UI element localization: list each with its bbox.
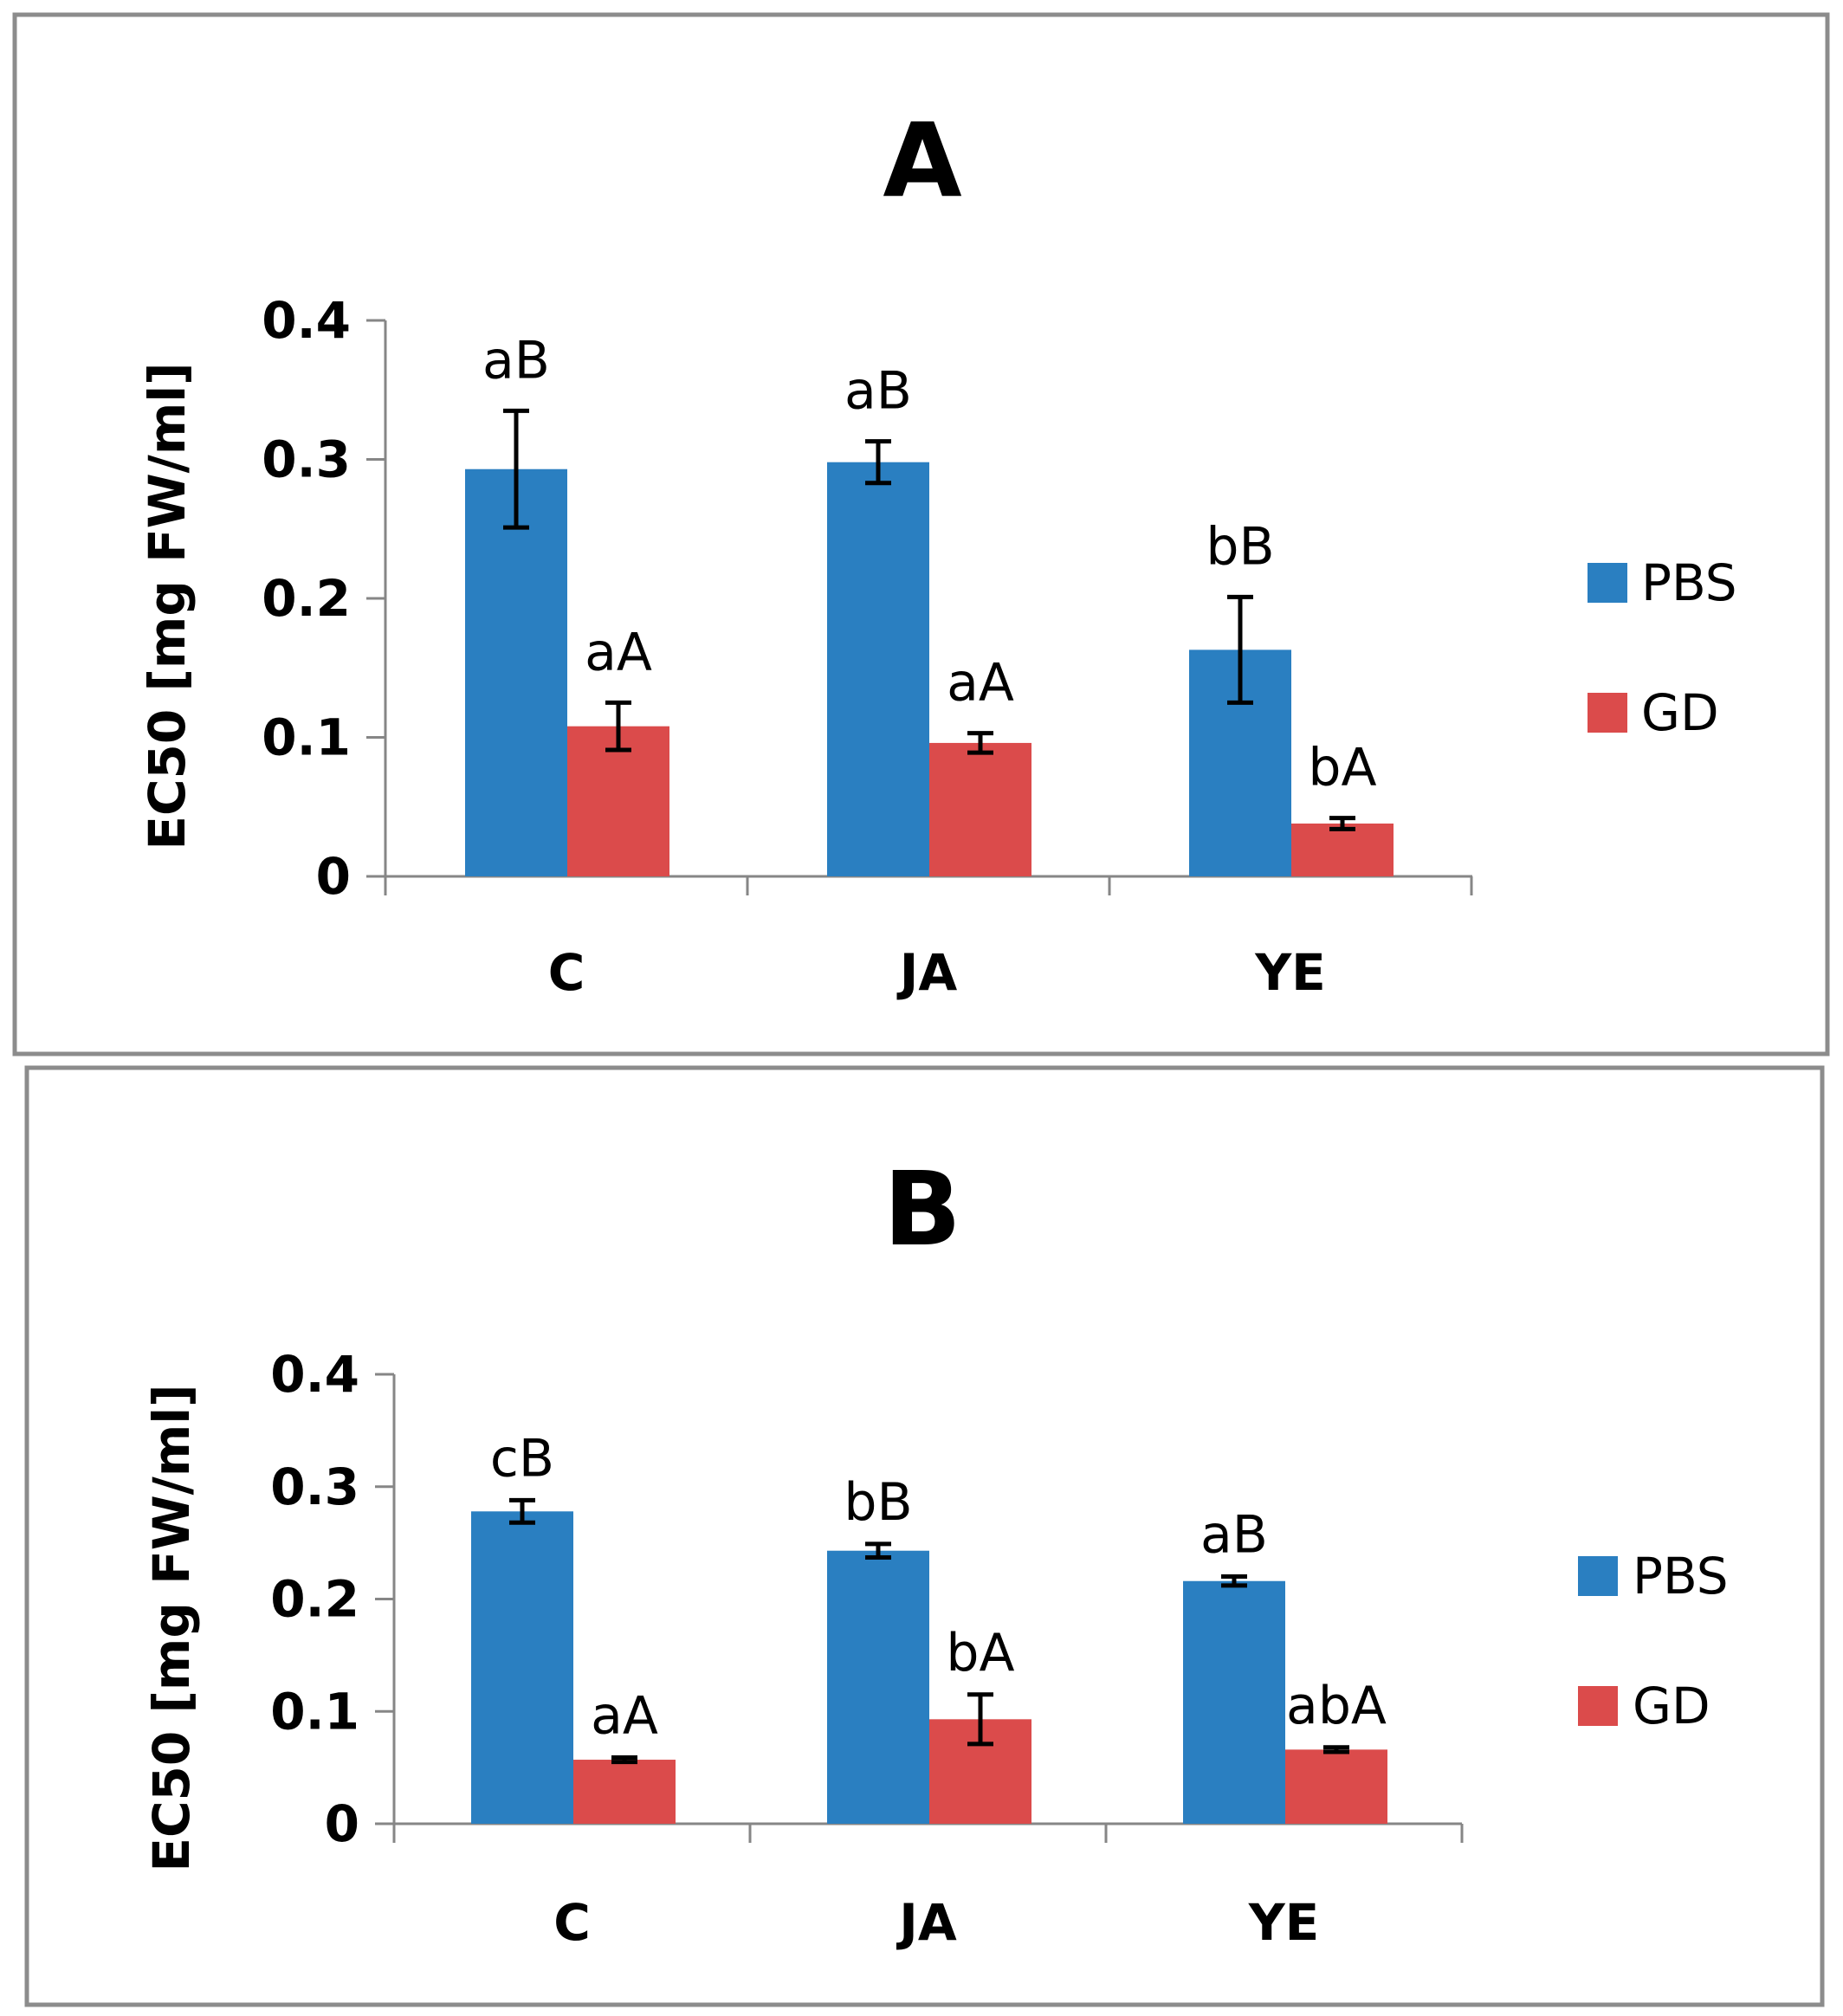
panel-b-legend-label-gd: GD: [1633, 1677, 1710, 1735]
panel-a-bar-gd: [929, 742, 1031, 876]
panel-b-frame: [24, 1065, 1825, 2007]
panel-a-significance-label-pbs: aB: [844, 361, 912, 422]
panel-b-y-axis-label: EC50 [mg FW/ml]: [142, 1384, 201, 1871]
panel-a-y-tick-label: 0.1: [262, 708, 351, 767]
panel-a-legend-label-gd: GD: [1641, 683, 1719, 742]
panel-b-plot: 0 0.1 0.2 0.3 0.4 CcB aA JA bB bA YE aB abA: [270, 1345, 1464, 1952]
panel-b-y-tick-label: 0.4: [270, 1345, 359, 1404]
panel-a-y-tick-label: 0.4: [262, 291, 351, 350]
panel-b-error-bar-pbs: [865, 1541, 891, 1560]
panel-a-legend-swatch-gd: [1588, 693, 1627, 733]
panel-b-significance-label-gd: bA: [946, 1623, 1014, 1683]
panel-b-x-tick-label: C: [553, 1893, 591, 1952]
panel-b-legend: PBS GD: [1578, 1547, 1729, 1735]
panel-b-y-tick-label: 0.3: [270, 1457, 359, 1516]
panel-b-error-bar-pbs: [509, 1497, 535, 1525]
panel-a-significance-label-gd: aA: [947, 653, 1014, 714]
panel-b-error-bar-gd: [967, 1692, 993, 1747]
panel-a-y-tick-label: 0.2: [262, 569, 351, 628]
panel-b-bar-gd: [1285, 1749, 1387, 1824]
panel-a-error-bar-gd: [1329, 816, 1355, 831]
panel-b-bar-pbs: [827, 1550, 929, 1824]
panel-b-legend-label-pbs: PBS: [1633, 1547, 1729, 1606]
panel-b-x-tick-label: JA: [896, 1893, 957, 1952]
panel-b-significance-label-gd: abA: [1286, 1676, 1387, 1736]
panel-a-plot: 0 0.1 0.2 0.3 0.4 CaB aA JA aB aA YE bB bA: [262, 291, 1473, 1002]
panel-a-error-bar-gd: [967, 731, 993, 755]
panel-a-error-bar-pbs: [865, 439, 891, 486]
panel-a: A EC50 [mg FW/ml] 0 0.1 0.2 0.3 0.4 CaB aA JA aB…: [12, 12, 1830, 1056]
panel-b-error-bar-pbs: [1221, 1574, 1247, 1588]
panel-b-significance-label-pbs: cB: [490, 1428, 554, 1489]
panel-a-bar-gd: [1291, 824, 1394, 876]
panel-b-significance-label-pbs: aB: [1200, 1505, 1268, 1566]
panel-a-error-bar-pbs: [503, 408, 529, 530]
panel-a-legend-swatch-pbs: [1588, 563, 1627, 603]
panel-a-x-tick-label: YE: [1254, 943, 1326, 1002]
panel-a-significance-label-gd: aA: [585, 622, 652, 682]
panel-b-x-tick-label: YE: [1248, 1893, 1320, 1952]
panel-b-bar-pbs: [471, 1511, 573, 1824]
panel-a-bar-pbs: [465, 468, 567, 876]
panel-b-legend-swatch-pbs: [1578, 1556, 1618, 1596]
panel-a-error-bar-gd: [605, 700, 631, 753]
panel-a-significance-label-pbs: aB: [482, 330, 550, 391]
panel-b-error-bar-gd: [611, 1754, 637, 1765]
panel-b-y-tick-label: 0.2: [270, 1570, 359, 1629]
panel-a-x-tick-label: JA: [896, 943, 958, 1002]
panel-b-legend-swatch-gd: [1578, 1686, 1618, 1726]
panel-a-bar-pbs: [827, 462, 929, 876]
panel-a-title: A: [883, 100, 961, 220]
panel-a-y-tick-label: 0: [316, 847, 351, 906]
panel-b-title: B: [883, 1149, 961, 1269]
panel-b-y-tick-label: 0.1: [270, 1682, 359, 1741]
panel-a-x-tick-label: C: [548, 943, 585, 1002]
panel-a-legend: PBS GD: [1588, 553, 1737, 742]
panel-b: B EC50 [mg FW/ml] 0 0.1 0.2 0.3 0.4 CcB aA JA bB…: [24, 1065, 1825, 2007]
panel-a-significance-label-gd: bA: [1308, 738, 1376, 798]
panel-a-y-axis-label: EC50 [mg FW/ml]: [138, 362, 197, 850]
panel-a-legend-label-pbs: PBS: [1641, 553, 1737, 612]
panel-a-significance-label-pbs: bB: [1206, 516, 1274, 577]
panel-b-y-tick-label: 0: [325, 1794, 359, 1853]
panel-a-error-bar-pbs: [1227, 594, 1253, 705]
panel-b-bar-pbs: [1183, 1580, 1285, 1824]
panel-b-significance-label-gd: aA: [591, 1685, 658, 1746]
panel-b-bar-gd: [573, 1760, 676, 1824]
panel-b-error-bar-gd: [1323, 1745, 1349, 1754]
panel-b-significance-label-pbs: bB: [844, 1472, 912, 1533]
panel-a-y-tick-label: 0.3: [262, 430, 351, 489]
